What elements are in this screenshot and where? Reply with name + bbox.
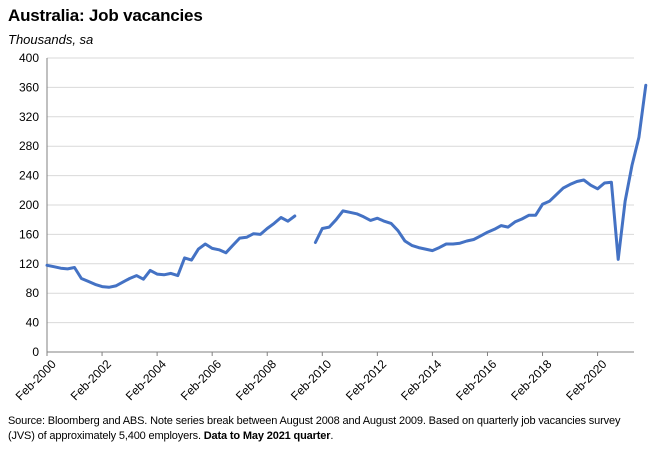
x-tick-label: Feb-2008 <box>233 357 279 403</box>
x-tick-label: Feb-2010 <box>288 357 334 403</box>
x-tick-label: Feb-2002 <box>68 357 114 403</box>
gridlines <box>47 57 634 324</box>
chart-subtitle: Thousands, sa <box>8 32 94 47</box>
series-lines <box>45 83 648 289</box>
y-tick-label: 160 <box>19 227 39 241</box>
x-tick-label: Feb-2004 <box>123 357 169 403</box>
x-tick-label: Feb-2000 <box>13 357 59 403</box>
y-tick-label: 200 <box>19 198 39 212</box>
source-text: Source: Bloomberg and ABS. Note series b… <box>8 415 621 442</box>
y-tick-label: 80 <box>26 286 40 300</box>
y-tick-label: 360 <box>19 80 39 94</box>
x-tick-label: Feb-2012 <box>343 357 389 403</box>
y-tick-label: 120 <box>19 257 39 271</box>
y-tick-label: 240 <box>19 169 39 183</box>
x-tick-label: Feb-2020 <box>563 357 609 403</box>
y-tick-label: 40 <box>26 316 40 330</box>
source-end: . <box>330 430 334 442</box>
y-tick-label: 280 <box>19 139 39 153</box>
source-bold: Data to May 2021 quarter <box>203 430 331 442</box>
chart-title: Australia: Job vacancies <box>8 6 203 25</box>
x-tick-label: Feb-2018 <box>508 357 554 403</box>
y-tick-label: 0 <box>32 345 39 359</box>
y-tick-label: 400 <box>19 51 39 65</box>
y-axis-ticks: 0 40 80 120 160 200 240 280 320 360 400 <box>19 51 39 359</box>
x-tick-label: Feb-2016 <box>453 357 499 403</box>
x-axis-ticks: Feb-2000 Feb-2002 Feb-2004 Feb-2006 Feb-2008… <box>13 352 610 403</box>
series-line <box>45 214 297 289</box>
axes <box>46 58 634 353</box>
x-tick-label: Feb-2014 <box>398 357 444 403</box>
y-tick-label: 320 <box>19 110 39 124</box>
x-tick-label: Feb-2006 <box>178 357 224 403</box>
series-line <box>313 83 648 261</box>
source-note: Source: Bloomberg and ABS. Note series b… <box>8 414 644 444</box>
